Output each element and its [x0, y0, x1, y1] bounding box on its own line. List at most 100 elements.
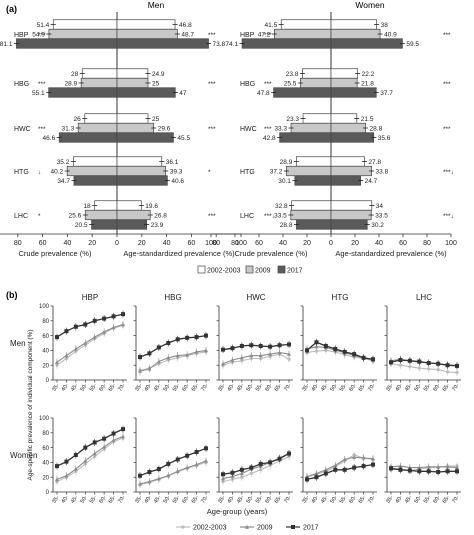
men-hbp-crude-significance: *** — [38, 32, 46, 39]
women-hbg-series-2017-point-2 — [156, 467, 161, 472]
panel-b: (b) HBP HBG HWC HTG LHC Men WomenAge-specific … — [6, 290, 461, 532]
women-hbg-crude-value-2017: 47.8 — [257, 90, 270, 97]
men-hwc-series-2017-point-7 — [287, 342, 291, 347]
women-hbp-y-tick-label-40: 40 — [42, 461, 49, 467]
men-lhc-standardized-significance: *** — [208, 213, 216, 220]
women-hbg-crude-bar-2009 — [300, 77, 332, 89]
men-htg-x-tick-label-0: 35- — [301, 383, 311, 393]
women-hbp-crude-bar-2002-2003 — [280, 19, 332, 30]
men-lhc-series-2017-point-0 — [389, 360, 393, 365]
men-hbg-series-2009-point-2 — [156, 359, 161, 364]
women-hwc-standardized-significance: *** — [443, 126, 451, 133]
women-hbg-crude-value-2009: 25.5 — [284, 81, 297, 88]
men-lhc-x-tick-label-7: 70- — [451, 383, 461, 393]
men-htg-series-2017-point-3 — [333, 346, 338, 351]
men-lhc-crude-value-2017: 20.5 — [75, 222, 88, 229]
women-hbg-series-2009-point-1 — [147, 479, 152, 484]
panel-a-legend: 2002-2003 2009 2017 — [197, 265, 303, 275]
women-htg-crude-value-2017: 30.1 — [278, 178, 291, 185]
women-htg-standardized-value-2002-2003: 27.8 — [368, 159, 381, 166]
women-hbp-series-2009-point-4 — [92, 451, 97, 456]
men-hwc-standardized-bar-2017 — [116, 132, 174, 143]
men-htg-crude-bar-2002-2003 — [73, 156, 118, 167]
women-hwc-series-2017-point-2 — [239, 467, 244, 472]
women-right-tick-label-60: 60 — [399, 240, 407, 247]
men-hbp-x-tick-label-5: 60- — [98, 383, 108, 393]
men-right-tick-label-40: 40 — [163, 240, 171, 247]
men-right-tick-label-60: 60 — [188, 240, 196, 247]
women-hbp-series-2009-point-7 — [121, 434, 125, 439]
men-left-tick-label-80: 80 — [14, 240, 22, 247]
women-hwc-series-2017-point-0 — [221, 472, 225, 477]
men-hwc-series-2009-point-0 — [221, 361, 225, 366]
women-htg-series-2017-point-3 — [333, 467, 338, 472]
women-hbg-series-2017-point-3 — [166, 461, 171, 466]
men-hbg-series-2009-point-1 — [147, 366, 152, 371]
women-hbg-crude-bar-2002-2003 — [302, 68, 332, 79]
legend-swatch-2002-2003 — [197, 265, 206, 274]
women-hbp-series-2017-point-4 — [92, 440, 97, 445]
women-hbp-series-2017-point-1 — [64, 459, 69, 464]
women-hbp-crude-value-2009: 47.2 — [258, 32, 271, 39]
men-hbp-series-2009-point-1 — [64, 353, 69, 358]
women-htg-series-2017-point-1 — [314, 475, 319, 480]
men-hbp-standardized-value-2009: 48.7 — [181, 32, 194, 39]
men-hbg-x-tick-label-6: 65- — [191, 383, 201, 393]
women-lhc-x-tick-label-1: 40- — [395, 495, 405, 505]
men-lhc-crude-bar-2017 — [91, 219, 118, 230]
women-hwc-series-2017-point-1 — [230, 470, 235, 475]
men-hwc-standardized-bar-2009 — [116, 122, 155, 134]
men-lhc-series-2017-point-7 — [455, 363, 459, 368]
men-hwc-series-2009-point-6 — [277, 350, 282, 355]
women-hbp-series-2017-point-3 — [83, 445, 88, 450]
men-left-tick-label-40: 40 — [64, 240, 72, 247]
men-htg-series-2009-point-1 — [314, 344, 319, 349]
men-hbg-series-2017-point-7 — [204, 333, 208, 338]
women-htg-crude-bar-2017 — [294, 175, 332, 186]
women-hbp-series-2017-point-7 — [121, 427, 125, 432]
men-htg-series-2017-point-2 — [323, 343, 328, 348]
women-hbp-x-tick-label-3: 50- — [79, 495, 89, 505]
men-hwc-series-2017-point-0 — [221, 347, 225, 352]
men-hwc-series-2017-point-2 — [239, 343, 244, 348]
men-hwc-series-2017-point-4 — [258, 343, 263, 348]
men-lhc-x-tick-label-6: 65- — [442, 383, 452, 393]
women-hwc-standardized-value-2017: 35.6 — [378, 135, 391, 142]
men-hbg-crude-value-2002-2003: 28 — [71, 71, 79, 78]
line-legend-marker-2002-2003 — [181, 525, 185, 529]
men-lhc-standardized-bar-2017 — [116, 219, 147, 230]
women-htg-series-2009-point-3 — [333, 463, 338, 467]
women-hwc-standardized-bar-2002-2003 — [330, 113, 358, 124]
women-lhc-series-2017-point-1 — [398, 467, 403, 472]
women-hwc-x-tick-label-3: 50- — [245, 495, 255, 505]
women-hbp-series-2017-point-5 — [102, 436, 107, 441]
women-lhc-series-2009-point-7 — [455, 465, 459, 470]
women-hbg-series-2009-point-7 — [204, 458, 208, 463]
women-right-tick-label-20: 20 — [351, 240, 359, 247]
men-lhc-series-2002-2003-point-6 — [445, 370, 450, 374]
women-htg-x-tick-label-5: 60- — [348, 495, 358, 505]
women-hwc-series-2017-point-6 — [277, 456, 282, 461]
men-hbp-x-tick-label-6: 65- — [108, 383, 118, 393]
men-hwc-standardized-value-2009: 29.6 — [158, 126, 171, 133]
x-axis-title: Age-group (years) — [207, 507, 268, 516]
women-lhc-crude-significance: ***↓ — [264, 213, 275, 220]
women-htg-standardized-value-2009: 33.8 — [376, 169, 389, 176]
men-hbp-x-tick-label-1: 40- — [61, 383, 71, 393]
men-hwc-crude-value-2009: 31.3 — [62, 126, 75, 133]
women-hwc-crude-value-2002-2003: 23.3 — [286, 116, 299, 123]
women-htg-series-2017-point-6 — [361, 464, 366, 469]
women-htg-series-2009-point-7 — [371, 456, 375, 461]
men-hbp-series-2017-point-5 — [102, 316, 107, 321]
women-lhc-category-label: LHC — [240, 213, 254, 220]
women-hbp-category-label: HBP — [240, 32, 255, 39]
women-htg-series-2009-point-1 — [314, 471, 319, 476]
women-hwc-series-2009-point-0 — [221, 476, 225, 481]
women-hwc-series-2017-point-4 — [258, 461, 263, 466]
column-title-htg: HTG — [332, 293, 349, 302]
women-hbp-y-tick-label-60: 60 — [42, 446, 49, 452]
men-hbp-crude-bar-2017 — [16, 38, 118, 49]
women-hbp-crude-bar-2009 — [274, 28, 332, 40]
